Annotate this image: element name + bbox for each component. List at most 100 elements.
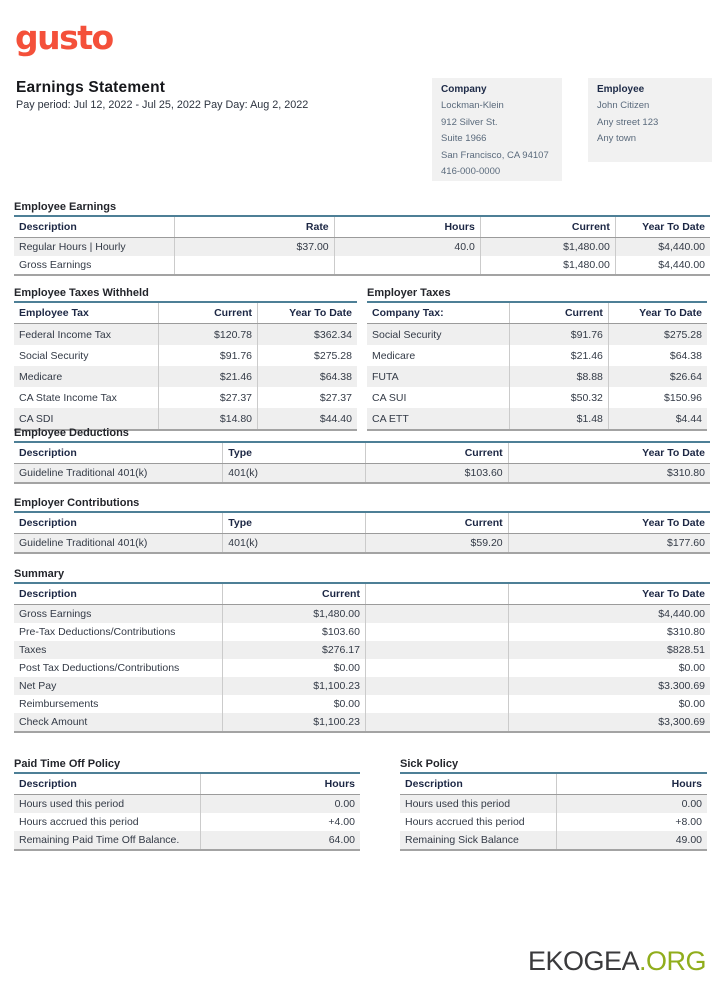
column-header-description: Description: [400, 773, 557, 795]
company-label: Company: [441, 84, 487, 95]
cell: $21.46: [157, 366, 258, 387]
section-title-employer-contributions: Employer Contributions: [14, 497, 140, 509]
section-employer-taxes: Employer Taxes Company Tax: Current Year…: [367, 287, 707, 431]
table-row: Check Amount $1,100.23 $3,300.69: [14, 713, 710, 732]
column-header-current: Current: [479, 216, 616, 238]
table-row: Post Tax Deductions/Contributions $0.00 …: [14, 659, 710, 677]
column-header-ytd: Year To Date: [257, 302, 357, 324]
column-header-type: Type: [222, 442, 366, 464]
table-row: Taxes $276.17 $828.51: [14, 641, 710, 659]
column-header-ytd: Year To Date: [507, 512, 710, 534]
cell: Social Security: [367, 323, 510, 345]
cell: $4,440.00: [614, 237, 710, 256]
section-title-employee-deductions: Employee Deductions: [14, 427, 129, 439]
gusto-logo: gusto: [15, 18, 114, 57]
cell: Check Amount: [14, 713, 223, 732]
cell: $0.00: [507, 695, 710, 713]
cell: $1,480.00: [479, 256, 616, 275]
table-row: CA ETT $1.48 $4.44: [367, 408, 707, 430]
section-title-pto-policy: Paid Time Off Policy: [14, 758, 121, 770]
cell: FUTA: [367, 366, 510, 387]
column-header-current: Current: [509, 302, 609, 324]
cell: 401(k): [222, 533, 366, 553]
cell: $91.76: [157, 345, 258, 366]
cell: 40.0: [333, 237, 481, 256]
column-header-hours: Hours: [556, 773, 707, 795]
cell: Gross Earnings: [19, 259, 92, 271]
cell: $3.300.69: [507, 677, 710, 695]
cell: Remaining Paid Time Off Balance.: [14, 831, 201, 850]
cell: +8.00: [556, 813, 707, 831]
cell: $0.00: [507, 659, 710, 677]
column-header-hours: Hours: [200, 773, 360, 795]
table-row: Regular Hours | Hourly $37.00 40.0 $1,48…: [14, 237, 710, 256]
header-row: Description Hours: [400, 773, 707, 795]
cell: $0.00: [222, 695, 366, 713]
table-row: Federal Income Tax $120.78 $362.34: [14, 323, 357, 345]
cell: $0.00: [222, 659, 366, 677]
cell: $310.80: [507, 463, 710, 483]
cell: $1,480.00: [479, 237, 616, 256]
header-row: Description Hours: [14, 773, 360, 795]
column-header-rate: Rate: [173, 216, 335, 238]
column-header-employee-tax: Employee Tax: [14, 302, 159, 324]
employer-contributions-table: Description Type Current Year To Date Gu…: [14, 511, 710, 554]
column-header-description: Description: [14, 216, 175, 238]
cell: Regular Hours | Hourly: [14, 237, 175, 256]
cell: $91.76: [509, 323, 609, 345]
cell: [364, 659, 509, 677]
section-employer-contributions: Employer Contributions Description Type …: [14, 497, 710, 554]
company-info-box: Company Lockman-Klein 912 Silver St. Sui…: [432, 78, 562, 181]
cell: 401(k): [222, 463, 366, 483]
cell: Hours accrued this period: [19, 816, 139, 828]
cell: Social Security: [19, 349, 89, 362]
company-city: San Francisco, CA 94107: [441, 149, 549, 161]
table-row: Medicare $21.46 $64.38: [367, 345, 707, 366]
cell: $4.44: [607, 408, 707, 430]
cell: Remaining Sick Balance: [400, 831, 557, 850]
cell: Hours used this period: [14, 794, 201, 813]
cell: Net Pay: [14, 677, 223, 695]
company-phone: 416-000-0000: [441, 166, 501, 177]
table-row: Gross Earnings $1,480.00 $4,440.00: [14, 604, 710, 623]
cell: [333, 256, 481, 275]
cell: $26.64: [607, 366, 707, 387]
section-title-employee-taxes: Employee Taxes Withheld: [14, 287, 149, 299]
cell: $27.37: [157, 387, 258, 408]
cell: $1,100.23: [222, 677, 366, 695]
section-summary: Summary Description Current Year To Date…: [14, 568, 710, 733]
pto-policy-table: Description Hours Hours used this period…: [14, 772, 360, 851]
column-header-company-tax: Company Tax:: [367, 302, 510, 324]
pay-period-text: Pay period: Jul 12, 2022 - Jul 25, 2022 …: [16, 99, 309, 111]
cell: $59.20: [364, 533, 509, 553]
cell: Guideline Traditional 401(k): [14, 533, 223, 553]
header-row: Description Current Year To Date: [14, 583, 710, 605]
cell: +4.00: [200, 813, 360, 831]
header-row: Description Type Current Year To Date: [14, 442, 710, 464]
cell: Medicare: [372, 349, 416, 362]
table-row: CA State Income Tax $27.37 $27.37: [14, 387, 357, 408]
cell: $4,440.00: [614, 256, 710, 275]
ekogea-org-text: .ORG: [638, 946, 707, 976]
table-row: CA SDI $14.80 $44.40: [14, 408, 357, 430]
cell: [364, 623, 509, 641]
column-header-current: Current: [364, 442, 509, 464]
section-pto-policy: Paid Time Off Policy Description Hours H…: [14, 758, 360, 851]
cell: Hours accrued this period: [405, 816, 525, 828]
table-row: Gross Earnings $1,480.00 $4,440.00: [14, 256, 710, 275]
cell: 0.00: [556, 794, 707, 813]
cell: [364, 713, 509, 732]
cell: Federal Income Tax: [14, 323, 159, 345]
table-row: Hours accrued this period +4.00: [14, 813, 360, 831]
cell: Taxes: [14, 641, 223, 659]
column-header-ytd: Year To Date: [607, 302, 707, 324]
section-title-employer-taxes: Employer Taxes: [367, 287, 451, 299]
cell: $276.17: [222, 641, 366, 659]
cell: 49.00: [556, 831, 707, 850]
ekogea-brand-text: EKOGEA: [527, 946, 640, 976]
cell: $50.32: [509, 387, 609, 408]
cell: $37.00: [173, 237, 335, 256]
cell: CA SDI: [14, 408, 159, 430]
table-row: Reimbursements $0.00 $0.00: [14, 695, 710, 713]
summary-table: Description Current Year To Date Gross E…: [14, 582, 710, 733]
